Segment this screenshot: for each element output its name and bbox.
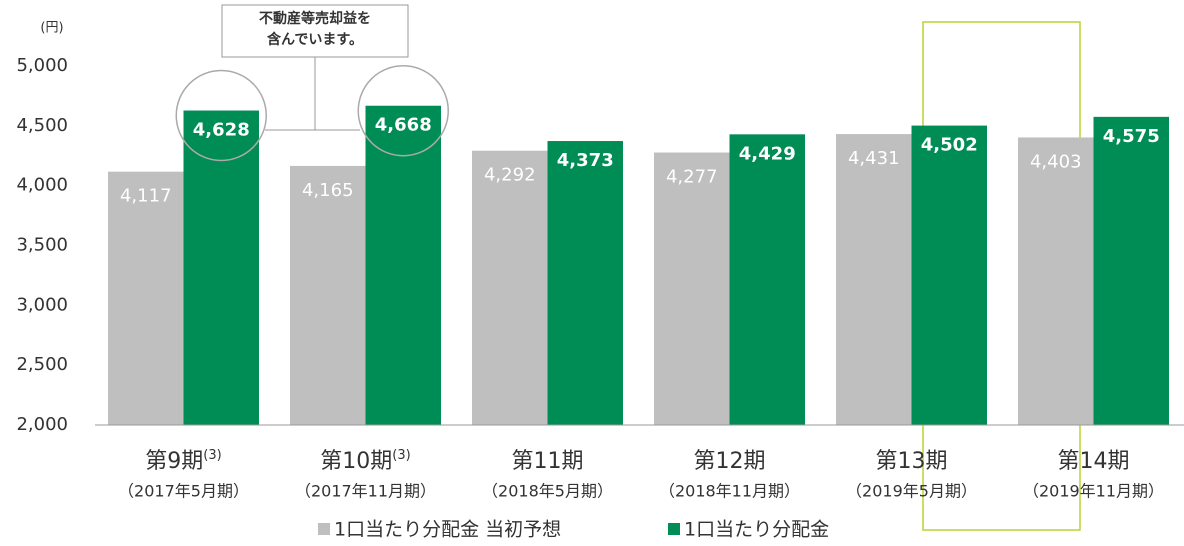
bar	[290, 165, 366, 425]
bar	[729, 134, 805, 426]
data-label: 4,403	[1030, 151, 1082, 172]
y-tick-label: 2,000	[16, 414, 68, 435]
x-tick-label: 第13期	[876, 449, 948, 474]
x-tick-sublabel: （2018年5月期）	[482, 482, 613, 501]
x-tick-label: 第10期(3)	[320, 448, 410, 475]
category-name: 第13期	[876, 449, 948, 474]
data-label: 4,431	[848, 148, 900, 169]
data-label: 4,277	[666, 167, 718, 188]
data-label: 4,502	[921, 135, 978, 156]
legend-label: 1口当たり分配金	[684, 519, 829, 541]
y-tick-label: 5,000	[16, 55, 68, 76]
data-label: 4,668	[375, 115, 432, 136]
y-tick-label: 3,000	[16, 294, 68, 315]
bar	[1018, 137, 1094, 426]
y-tick-label: 4,000	[16, 175, 68, 196]
x-tick-sublabel: （2017年5月期）	[118, 482, 249, 501]
bar	[911, 125, 987, 426]
category-name: 第11期	[512, 449, 584, 474]
highlight-circle	[175, 69, 267, 162]
x-tick-label: 第9期(3)	[145, 448, 221, 475]
bar	[654, 152, 730, 426]
data-label: 4,373	[557, 150, 614, 171]
data-label: 4,165	[302, 180, 354, 201]
y-tick-label: 3,500	[16, 235, 68, 256]
x-tick-sublabel: （2017年11月期）	[295, 482, 436, 501]
legend-label: 1口当たり分配金 当初予想	[334, 519, 561, 541]
y-tick-label: 4,500	[16, 115, 68, 136]
x-tick-sublabel: （2018年11月期）	[659, 482, 800, 501]
x-tick-label: 第14期	[1058, 449, 1130, 474]
bar	[183, 110, 259, 426]
highlight-circle	[357, 64, 449, 157]
x-tick-sublabel: （2019年5月期）	[846, 482, 977, 501]
y-axis-unit: (円)	[40, 21, 63, 36]
data-label: 4,628	[193, 120, 250, 141]
annotation-text: 含んでいます。	[267, 31, 363, 48]
bar	[836, 134, 912, 425]
annotation-box	[221, 4, 409, 58]
x-tick-sublabel: （2019年11月期）	[1023, 482, 1164, 501]
data-label: 4,429	[739, 143, 796, 164]
category-name: 第9期	[145, 449, 203, 474]
bar	[108, 171, 184, 425]
x-tick-label: 第11期	[512, 449, 584, 474]
bar	[547, 141, 623, 425]
bar	[472, 150, 548, 425]
legend-swatch	[668, 523, 680, 535]
category-note: (3)	[392, 448, 410, 463]
x-tick-label: 第12期	[694, 449, 766, 474]
category-name: 第14期	[1058, 449, 1130, 474]
annotation-text: 不動産等売却益を	[259, 10, 371, 27]
data-label: 4,117	[120, 186, 172, 207]
data-label: 4,292	[484, 165, 536, 186]
category-note: (3)	[203, 448, 221, 463]
bar	[1093, 116, 1169, 425]
category-name: 第12期	[694, 449, 766, 474]
legend-swatch	[318, 523, 330, 535]
data-label: 4,575	[1103, 126, 1160, 147]
bar	[365, 105, 441, 425]
y-tick-label: 2,500	[16, 354, 68, 375]
category-name: 第10期	[320, 449, 392, 474]
